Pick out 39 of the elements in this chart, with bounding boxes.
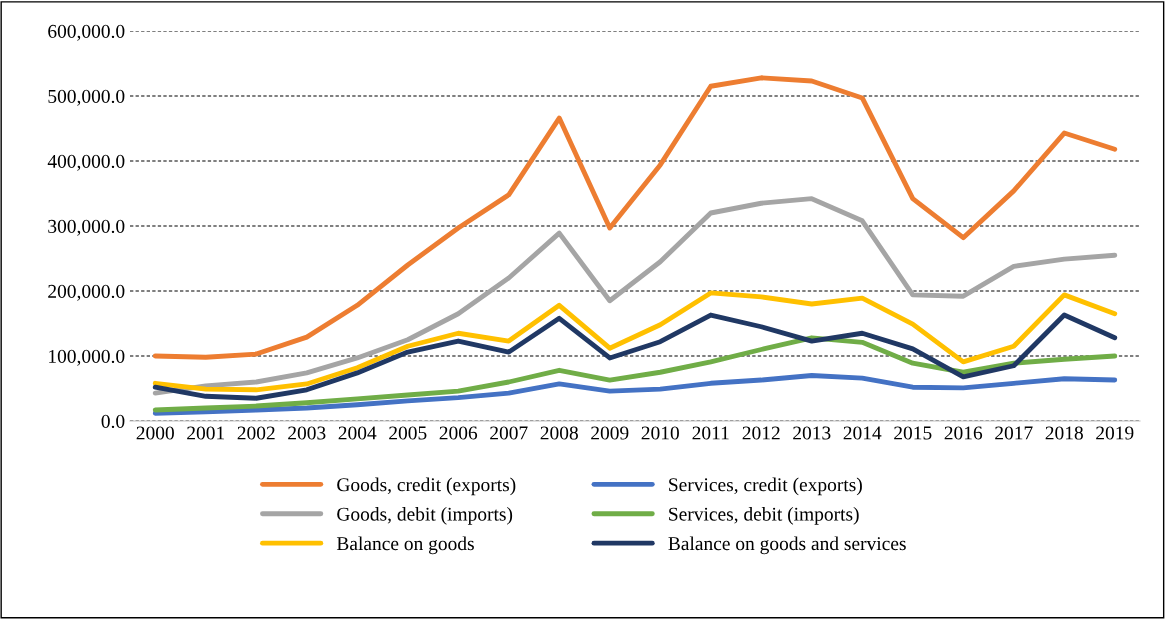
line-series bbox=[152, 312, 1118, 401]
x-tick-label: 2015 bbox=[894, 426, 932, 440]
line-series bbox=[152, 373, 1118, 416]
x-tick-label: 2007 bbox=[490, 426, 528, 440]
y-tick-label: 400,000.0 bbox=[47, 154, 125, 171]
x-tick-label: 2014 bbox=[843, 426, 882, 440]
y-tick-label: 300,000.0 bbox=[48, 219, 125, 236]
legend-label: Balance on goods and services bbox=[668, 536, 906, 555]
line-series bbox=[152, 75, 1118, 360]
x-tick-label: 2009 bbox=[591, 426, 629, 440]
x-tick-label: 2008 bbox=[540, 426, 578, 440]
x-tick-label: 2006 bbox=[439, 426, 478, 440]
x-tick-label: 2001 bbox=[187, 426, 225, 440]
legend-label: Goods, credit (exports) bbox=[337, 477, 516, 496]
line-series bbox=[152, 335, 1118, 413]
x-tick-label: 2000 bbox=[136, 426, 174, 440]
y-tick-label: 600,000.0 bbox=[48, 24, 125, 41]
legend-label: Services, debit (imports) bbox=[669, 507, 859, 525]
x-tick-label: 2010 bbox=[641, 426, 679, 440]
x-tick-label: 2003 bbox=[288, 426, 326, 440]
x-tick-label: 2018 bbox=[1045, 426, 1083, 440]
x-tick-label: 2013 bbox=[793, 426, 831, 440]
legend-label: Balance on goods bbox=[336, 536, 474, 555]
line-series bbox=[152, 196, 1118, 396]
y-tick-label: 100,000.0 bbox=[49, 349, 125, 366]
legend-label: Goods, debit (imports) bbox=[337, 507, 513, 525]
x-tick-label: 2004 bbox=[338, 426, 377, 440]
x-tick-label: 2005 bbox=[389, 426, 427, 440]
x-tick-label: 2002 bbox=[237, 426, 275, 440]
y-tick-label: 500,000.0 bbox=[48, 89, 125, 106]
x-tick-label: 2012 bbox=[742, 426, 780, 440]
y-tick-label: 0.0 bbox=[101, 414, 125, 429]
x-tick-label: 2019 bbox=[1096, 426, 1134, 440]
line-series bbox=[152, 290, 1118, 393]
x-tick-label: 2017 bbox=[995, 426, 1033, 440]
y-tick-label: 200,000.0 bbox=[48, 284, 125, 301]
x-tick-label: 2011 bbox=[692, 426, 729, 440]
legend-label: Services, credit (exports) bbox=[669, 477, 862, 496]
x-tick-label: 2016 bbox=[944, 426, 983, 440]
